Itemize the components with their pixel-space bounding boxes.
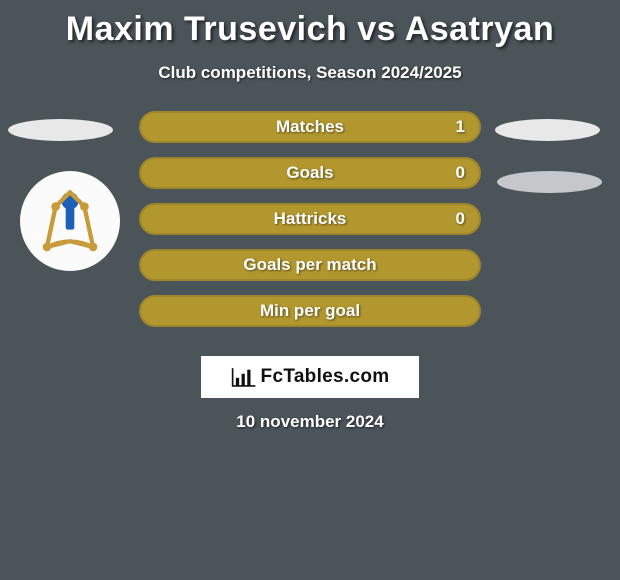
stat-bar-label: Matches [276, 117, 344, 137]
date-text: 10 november 2024 [236, 412, 383, 432]
stat-bar: Matches 1 [139, 111, 481, 143]
brand-logo: FcTables.com [201, 356, 419, 398]
player1-club-crest [20, 171, 120, 271]
player2-club-placeholder [497, 171, 602, 193]
page-subtitle: Club competitions, Season 2024/2025 [0, 63, 620, 83]
chart-icon [231, 366, 257, 388]
stat-bar-value: 0 [456, 163, 465, 183]
stat-bar-label: Goals per match [243, 255, 376, 275]
stat-bar: Goals 0 [139, 157, 481, 189]
stat-bar-label: Hattricks [274, 209, 347, 229]
stat-bar-label: Goals [286, 163, 333, 183]
stat-bar: Min per goal [139, 295, 481, 327]
stat-bar: Goals per match [139, 249, 481, 281]
page-title: Maxim Trusevich vs Asatryan [0, 0, 620, 49]
stat-bar-value: 0 [456, 209, 465, 229]
stat-bars: Matches 1 Goals 0 Hattricks 0 Goals per match M… [139, 111, 481, 327]
club-crest-icon [34, 185, 106, 257]
brand-text: FcTables.com [261, 366, 390, 388]
player1-avatar-placeholder [8, 119, 113, 141]
player2-avatar-placeholder [495, 119, 600, 141]
stat-bar: Hattricks 0 [139, 203, 481, 235]
stat-bar-value: 1 [456, 117, 465, 137]
stat-bar-label: Min per goal [260, 301, 360, 321]
